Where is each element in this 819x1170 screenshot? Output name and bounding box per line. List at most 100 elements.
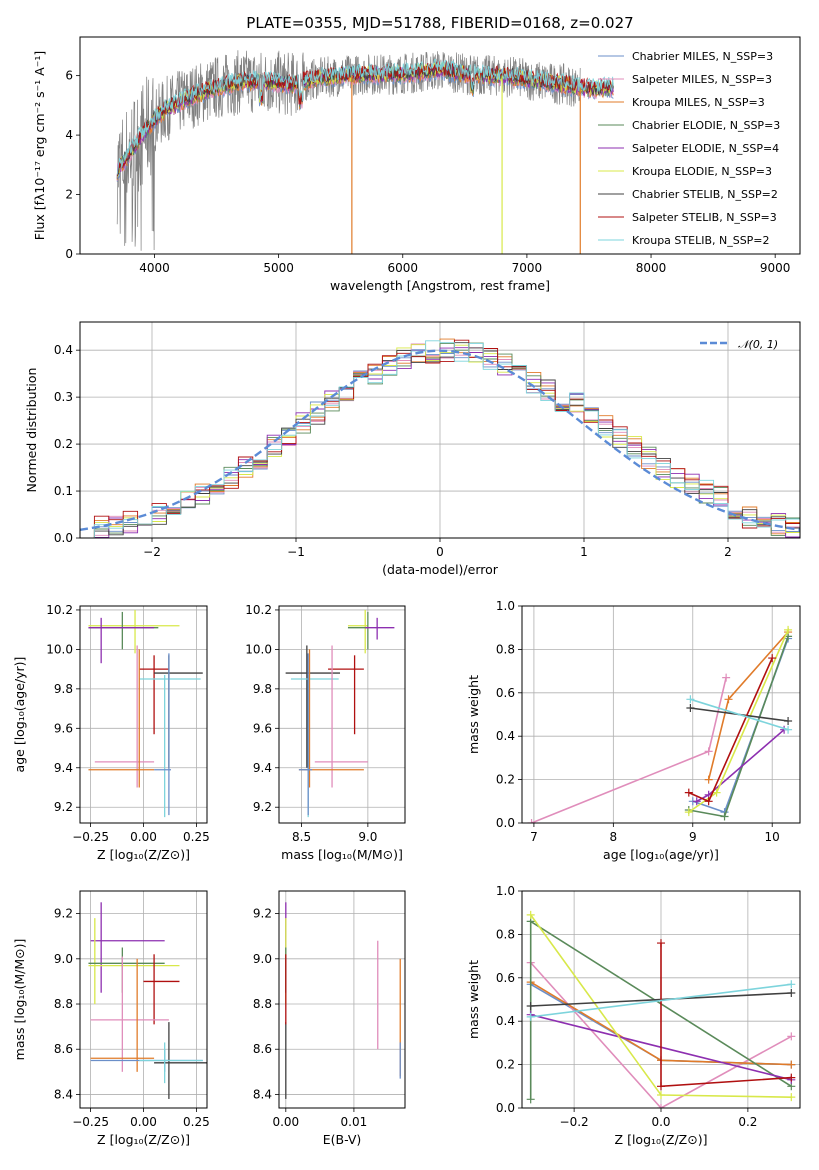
x-axis-label: mass [log₁₀(M/M⊙)] [281,847,403,862]
plot-area [285,902,401,1099]
axes-residual-histogram: −2 −1 0 1 2 0.0 0.1 0.2 0.3 0.4 (data-model)/error… [24,321,801,577]
legend-entry: Chabrier MILES, N_SSP=3 [632,50,773,63]
x-axis-label: age [log₁₀(age/yr)] [603,847,719,862]
y-tick-label: 2 [65,188,73,202]
weight-marker [657,1104,665,1108]
y-tick-label: 0.0 [54,531,73,545]
weight-line [690,698,789,731]
weight-marker [787,1093,796,1102]
histogram-step [80,342,800,538]
x-axis-label: (data-model)/error [382,562,499,577]
y-tick-label: 9.0 [253,952,272,966]
plot-area [526,910,796,1108]
weight-marker [526,1002,535,1011]
weight-marker [787,1060,796,1069]
y-tick-label: 1.0 [496,599,515,613]
weight-marker [720,812,729,821]
y-tick-label: 9.2 [253,800,272,814]
legend-entry: 𝒩(0, 1) [738,338,778,351]
y-tick-label: 8.4 [253,1087,272,1101]
weight-marker [526,1095,535,1104]
legend: 𝒩(0, 1) [700,338,778,351]
y-tick-label: 8.8 [54,997,73,1011]
axes-age-vs-mass: 8.5 9.0 9.2 9.4 9.6 9.8 10.0 10.2 mass [log₁₀(M/… [245,603,406,862]
weight-marker [784,717,793,726]
plot-area [285,609,395,818]
model-spectrum-line [116,58,614,175]
y-tick-label: 6 [65,69,73,83]
y-axis-label: Normed distribution [24,368,39,493]
y-tick-label: 0.3 [54,390,73,404]
y-tick-label: 0.4 [54,343,73,357]
y-tick-label: 0.2 [496,773,515,787]
y-tick-label: 8.4 [54,1087,73,1101]
x-tick-label: 0.00 [272,1115,299,1129]
x-tick-label: 0.25 [183,1115,210,1129]
x-tick-label: 0.2 [738,1115,757,1129]
y-tick-label: 0.8 [496,642,515,656]
axes-frame [521,890,801,1109]
weight-line [707,631,789,780]
x-tick-label: 4000 [139,261,170,275]
weight-marker [657,1090,665,1099]
legend-entry: Kroupa MILES, N_SSP=3 [632,96,765,109]
plot-area [116,50,614,254]
y-tick-label: 0.0 [496,816,515,830]
x-tick-label: 0.0 [651,1115,670,1129]
weight-marker [526,910,535,919]
legend-entry: Kroupa ELODIE, N_SSP=3 [632,165,772,178]
x-tick-label: 9000 [760,261,791,275]
x-tick-label: 8000 [636,261,667,275]
y-tick-label: 0.4 [496,729,515,743]
plot-area [527,625,793,823]
weight-line [696,729,785,803]
x-tick-label: 1 [580,545,588,559]
weight-marker [686,695,695,704]
figure-title: PLATE=0355, MJD=51788, FIBERID=0168, z=0… [246,14,633,32]
legend-entry: Salpeter MILES, N_SSP=3 [632,73,772,86]
y-tick-label: 9.4 [253,761,272,775]
weight-marker [787,1032,796,1041]
y-tick-label: 10.0 [46,642,73,656]
x-tick-label: 0.00 [130,830,157,844]
y-tick-label: 9.2 [54,800,73,814]
x-tick-label: 9.0 [358,830,377,844]
y-axis-label: mass [log₁₀(M/M⊙)] [12,939,27,1061]
x-tick-label: 0 [436,545,444,559]
histogram-step [80,344,800,538]
y-tick-label: 0 [65,247,73,261]
weight-marker [787,988,796,997]
weight-marker [722,673,731,682]
axes-age-vs-Z: −0.25 0.00 0.25 9.2 9.4 9.6 9.8 10.0 10.2 Z [log₁… [12,603,210,862]
x-tick-label: 5000 [263,261,294,275]
y-tick-label: 10.2 [245,603,272,617]
x-tick-label: 0.25 [183,830,210,844]
x-tick-label: 0.00 [130,1115,157,1129]
axes-frame [278,605,406,824]
y-axis-label: mass weight [466,960,481,1039]
y-tick-label: 8.6 [253,1042,272,1056]
axes-frame [79,605,208,824]
y-tick-label: 9.2 [253,907,272,921]
legend: Chabrier MILES, N_SSP=3 Salpeter MILES, N… [598,50,780,247]
legend-entry: Salpeter ELODIE, N_SSP=4 [632,142,779,155]
y-tick-label: 10.2 [46,603,73,617]
histogram-step [80,340,800,538]
y-tick-label: 0.6 [496,686,515,700]
y-tick-label: 8.6 [54,1042,73,1056]
weight-marker [526,1012,535,1021]
weight-marker [527,819,536,823]
plot-area [88,902,207,1099]
y-tick-label: 0.6 [496,971,515,985]
axes-frame [79,36,801,255]
x-tick-label: 2 [724,545,732,559]
x-axis-label: wavelength [Angstrom, rest frame] [330,278,550,293]
legend-entry: Salpeter STELIB, N_SSP=3 [632,211,777,224]
weight-marker [657,1082,665,1091]
plot-area [88,609,203,818]
axes-spectrum: 4000 5000 6000 7000 8000 9000 0 2 4 6 wavelength [… [32,36,801,293]
legend-entry: Chabrier ELODIE, N_SSP=3 [632,119,780,132]
axes-frame [79,321,801,539]
y-tick-label: 1.0 [496,884,515,898]
